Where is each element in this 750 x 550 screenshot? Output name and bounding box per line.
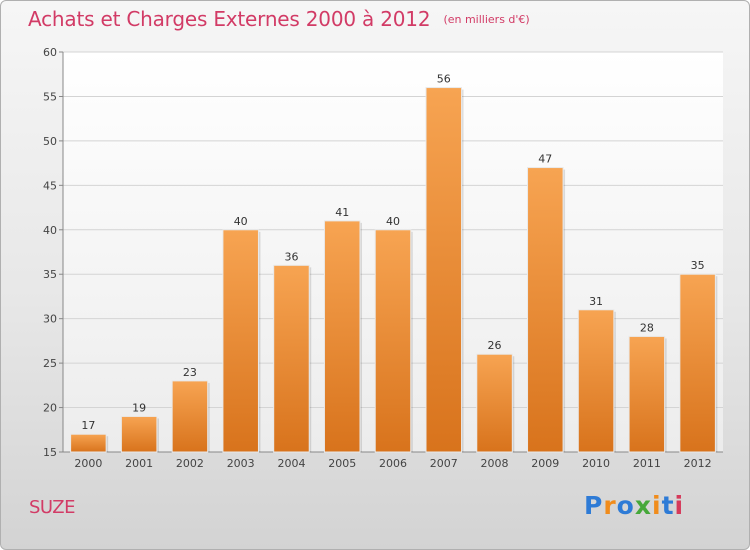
x-tick-label: 2005 — [328, 457, 356, 470]
y-tick-label: 15 — [43, 446, 57, 459]
bar — [323, 220, 361, 453]
bar — [70, 433, 107, 453]
bar — [679, 273, 716, 453]
y-tick-label: 30 — [43, 313, 57, 326]
y-tick-label: 40 — [43, 224, 57, 237]
bar-value-label: 40 — [386, 215, 400, 228]
bar — [374, 229, 412, 453]
bar-value-label: 28 — [640, 321, 654, 334]
y-tick-label: 60 — [43, 46, 57, 59]
proxiti-logo: Proxiti — [584, 491, 684, 520]
logo-letter: o — [616, 491, 635, 520]
x-tick-label: 2012 — [684, 457, 712, 470]
bar-value-label: 23 — [183, 366, 197, 379]
bar — [171, 380, 209, 453]
x-tick-label: 2001 — [125, 457, 153, 470]
title-row: Achats et Charges Externes 2000 à 2012 (… — [28, 7, 530, 31]
logo-letter: i — [674, 491, 685, 520]
x-tick-label: 2007 — [430, 457, 458, 470]
x-tick-label: 2004 — [277, 457, 305, 470]
y-tick-label: 35 — [43, 268, 57, 281]
bar-value-label: 47 — [538, 153, 552, 166]
bar — [222, 229, 259, 453]
y-tick-label: 45 — [43, 179, 57, 192]
bar — [527, 167, 564, 453]
chart-subtitle: (en milliers d'€) — [443, 13, 530, 26]
x-tick-label: 2003 — [227, 457, 255, 470]
x-tick-label: 2002 — [176, 457, 204, 470]
bar — [628, 335, 666, 453]
x-tick-label: 2009 — [531, 457, 559, 470]
logo-letter: i — [652, 491, 662, 520]
bar-value-label: 56 — [437, 73, 451, 86]
place-name: SUZE — [29, 497, 76, 518]
bar-value-label: 40 — [234, 215, 248, 228]
bar — [425, 87, 463, 453]
bar-value-label: 36 — [284, 250, 298, 263]
bar-value-label: 35 — [691, 259, 705, 272]
x-tick-label: 2010 — [582, 457, 610, 470]
bar-value-label: 31 — [589, 295, 603, 308]
logo-letter: x — [634, 491, 652, 520]
y-tick-label: 50 — [43, 135, 57, 148]
bar — [476, 353, 513, 453]
bar — [577, 309, 615, 453]
chart-title: Achats et Charges Externes 2000 à 2012 — [28, 7, 431, 31]
y-tick-label: 25 — [43, 357, 57, 370]
y-tick-label: 55 — [43, 90, 57, 103]
bar-value-label: 19 — [132, 401, 146, 414]
y-tick-label: 20 — [43, 402, 57, 415]
x-tick-label: 2006 — [379, 457, 407, 470]
x-tick-label: 2008 — [481, 457, 509, 470]
bar — [273, 264, 310, 453]
bar-value-label: 41 — [335, 206, 349, 219]
x-tick-label: 2011 — [633, 457, 661, 470]
logo-letter: P — [584, 491, 604, 520]
logo-letter: t — [661, 491, 675, 520]
bar-value-label: 26 — [488, 339, 502, 352]
bar — [120, 415, 158, 453]
bar-value-label: 17 — [81, 419, 95, 432]
x-tick-label: 2000 — [74, 457, 102, 470]
logo-letter: r — [603, 491, 617, 520]
